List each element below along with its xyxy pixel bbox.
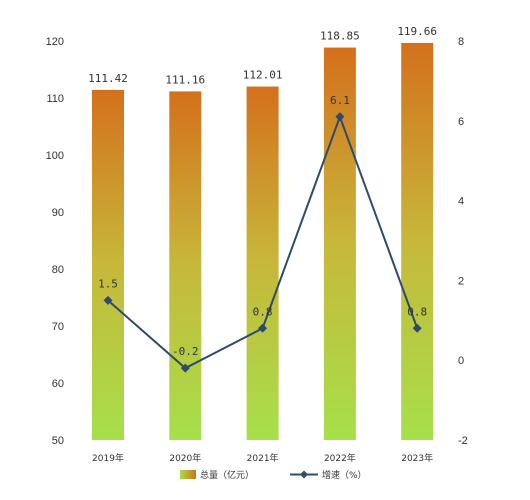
line-value-label: 6.1 (330, 94, 350, 107)
line-value-label: -0.2 (172, 345, 199, 358)
category-label: 2020年 (169, 452, 201, 464)
category-label: 2023年 (401, 452, 433, 464)
x-axis-categories: 2019年 2020年 2021年 2022年 2023年 (92, 452, 433, 464)
category-label: 2022年 (324, 452, 356, 464)
legend-label-line: 增速（%） (322, 469, 367, 481)
line-value-label: 0.8 (407, 305, 427, 318)
line-series: 1.5 -0.2 0.8 6.1 0.8 (98, 94, 427, 373)
right-tick-label: 6 (458, 116, 464, 128)
left-tick-label: 70 (52, 321, 64, 333)
left-tick-label: 110 (46, 93, 64, 105)
line-point (180, 363, 190, 373)
right-tick-label: 8 (458, 36, 464, 48)
category-label: 2019年 (92, 452, 124, 464)
category-label: 2021年 (247, 452, 279, 464)
left-tick-label: 120 (46, 36, 64, 48)
legend-diamond-icon (300, 470, 308, 479)
bar (169, 91, 202, 440)
left-tick-label: 100 (46, 150, 64, 162)
line-point (258, 323, 268, 333)
right-axis: -2 0 2 4 6 8 (458, 36, 468, 447)
legend-label-bar: 总量（亿元） (200, 469, 254, 481)
legend: 总量（亿元） 增速（%） (180, 469, 367, 481)
line-point (103, 295, 113, 305)
legend-swatch-bar (180, 470, 196, 479)
left-tick-label: 60 (52, 378, 64, 390)
line-point (412, 323, 422, 333)
line-point (335, 112, 345, 122)
left-axis: 50 60 70 80 90 100 110 120 (46, 36, 64, 447)
bar-value-label: 111.42 (88, 72, 128, 85)
bar (92, 89, 124, 440)
left-tick-label: 50 (52, 435, 64, 447)
bar (246, 86, 279, 440)
bar-series (92, 42, 434, 441)
bar-value-label: 112.01 (243, 69, 283, 82)
line-value-label: 1.5 (98, 277, 118, 290)
left-tick-label: 80 (52, 264, 64, 276)
right-tick-label: 2 (458, 275, 464, 287)
bar-value-label: 119.66 (397, 25, 437, 38)
bar-data-labels: 111.42 111.16 112.01 118.85 119.66 (88, 25, 437, 86)
bar (401, 42, 434, 441)
line-value-label: 0.8 (253, 305, 273, 318)
right-tick-label: -2 (458, 435, 468, 447)
right-tick-label: 4 (458, 196, 464, 208)
right-tick-label: 0 (458, 355, 464, 367)
bar-value-label: 111.16 (165, 73, 205, 86)
left-tick-label: 90 (52, 207, 64, 219)
bar-value-label: 118.85 (320, 30, 360, 43)
